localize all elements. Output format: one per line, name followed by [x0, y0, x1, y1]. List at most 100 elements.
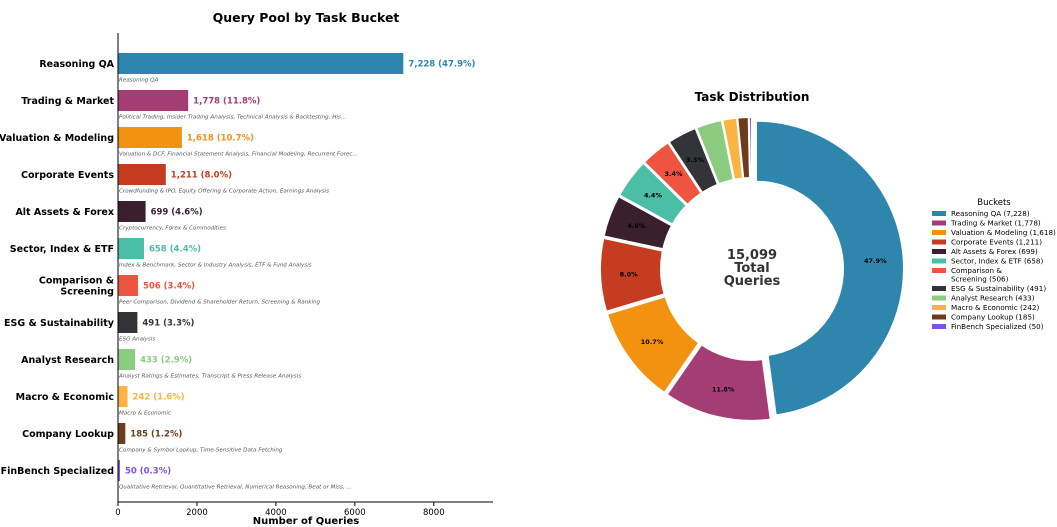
bar-subtitle: Political Trading, Insider Trading Analy…	[119, 115, 346, 121]
legend-label: Sector, Index & ETF (658)	[951, 257, 1044, 266]
legend-label: Corporate Events (1,211)	[951, 238, 1042, 247]
category-label: Reasoning QA	[39, 59, 114, 70]
legend-swatch	[932, 249, 946, 254]
value-label: 658 (4.4%)	[149, 245, 201, 255]
legend-item: FinBench Specialized (50)	[932, 322, 1044, 331]
legend-item: Company Lookup (185)	[932, 313, 1035, 322]
bar-row: Comparison &Screening 506 (3.4%) Peer Comp…	[39, 275, 321, 306]
bar	[118, 386, 128, 407]
donut-slice	[747, 115, 753, 180]
category-label: Screening	[60, 287, 114, 298]
x-tick-label: 6000	[344, 508, 366, 518]
x-tick-label: 4000	[265, 508, 287, 518]
legend: Buckets Reasoning QA (7,228)Trading & Ma…	[932, 198, 1056, 331]
category-label: Analyst Research	[21, 355, 114, 366]
bar	[118, 90, 189, 111]
donut-slice	[605, 295, 701, 395]
bar-marks: Reasoning QA 7,228 (47.9%) Reasoning QA Tra…	[0, 53, 476, 491]
bar-subtitle: Company & Symbol Lookup, Time-Sensitive …	[119, 448, 283, 454]
legend-item: ESG & Sustainability (491)	[932, 284, 1046, 293]
bar	[118, 349, 136, 370]
donut-slice-group: 10.7%	[605, 295, 701, 395]
slice-label: 4.6%	[627, 222, 646, 230]
bar-row: Valuation & Modeling 1,618 (10.7%) Valuati…	[0, 127, 358, 158]
value-label: 699 (4.6%)	[151, 208, 203, 218]
bar-row: ESG & Sustainability 491 (3.3%) ESG Analys…	[4, 312, 195, 343]
bar-row: Macro & Economic 242 (1.6%) Macro & Econom…	[16, 386, 185, 417]
slice-label: 4.4%	[644, 192, 663, 200]
bar-row: Corporate Events 1,211 (8.0%) Crowdfunding…	[21, 164, 329, 195]
slice-label: 3.3%	[686, 156, 705, 164]
legend-swatch	[932, 211, 946, 216]
donut-slice	[599, 236, 666, 313]
donut-slice	[602, 194, 674, 251]
category-label: Macro & Economic	[16, 392, 114, 403]
legend-swatch	[932, 305, 946, 310]
donut-slice-group: 8.0%	[599, 236, 666, 313]
legend-swatch	[932, 295, 946, 301]
x-ticks: 0 2000 4000 6000 8000	[115, 502, 445, 518]
legend-item: Comparison &Screening (506)	[932, 266, 1009, 284]
legend-label: Comparison &	[951, 266, 1002, 275]
legend-item: Reasoning QA (7,228)	[932, 209, 1030, 218]
legend-item: Sector, Index & ETF (658)	[932, 257, 1044, 266]
category-label: Trading & Market	[21, 96, 114, 107]
bar-row: Reasoning QA 7,228 (47.9%) Reasoning QA	[39, 53, 476, 84]
value-label: 1,618 (10.7%)	[187, 134, 254, 144]
bar-subtitle: Valuation & DCF, Financial Statement Ana…	[119, 152, 358, 158]
legend-label: Trading & Market (1,778)	[950, 219, 1041, 228]
bar	[118, 460, 120, 481]
bar-subtitle: Peer Comparison, Dividend & Shareholder …	[119, 300, 321, 306]
bar-row: Trading & Market 1,778 (11.8%) Political T…	[21, 90, 346, 121]
value-label: 491 (3.3%)	[142, 319, 194, 329]
bar-subtitle: Reasoning QA	[119, 78, 158, 84]
bar	[118, 127, 182, 148]
donut-slice-group: 4.6%	[602, 194, 674, 251]
category-label: Comparison &	[39, 276, 114, 287]
legend-swatch	[932, 324, 946, 329]
slice-label: 3.4%	[665, 170, 684, 178]
bar-subtitle: Macro & Economic	[119, 411, 171, 417]
bar	[118, 423, 126, 444]
donut-center-label: 15,099 Total Queries	[724, 248, 781, 289]
donut-slice	[754, 119, 905, 417]
x-tick-label: 2000	[186, 508, 208, 518]
value-label: 50 (0.3%)	[125, 467, 171, 477]
donut-chart-title: Task Distribution	[695, 90, 810, 104]
legend-item: Trading & Market (1,778)	[932, 219, 1041, 228]
value-label: 1,211 (8.0%)	[171, 171, 232, 181]
legend-label: Company Lookup (185)	[951, 313, 1035, 322]
bar-row: Company Lookup 185 (1.2%) Company & Symbol…	[22, 423, 283, 454]
bar-subtitle: Qualitative Retrieval, Quantitative Retr…	[119, 485, 352, 491]
legend-title: Buckets	[977, 198, 1011, 208]
bar-subtitle: ESG Analysis	[119, 337, 155, 343]
legend-item: Valuation & Modeling (1,618)	[932, 228, 1056, 237]
bar	[118, 53, 404, 74]
legend-label: ESG & Sustainability (491)	[951, 284, 1046, 293]
bar-subtitle: Index & Benchmark, Sector & Industry Ana…	[119, 263, 312, 269]
x-tick-label: 0	[115, 508, 120, 518]
x-axis: 0 2000 4000 6000 8000 Number of Queries	[115, 33, 493, 527]
value-label: 242 (1.6%)	[133, 393, 185, 403]
bar-row: Sector, Index & ETF 658 (4.4%) Index & Ben…	[10, 238, 312, 269]
category-label: FinBench Specialized	[1, 466, 114, 477]
donut-slices: 47.9% 11.8% 10.7% 8.0% 4.6% 4.4% 3.4%3.3%	[599, 115, 905, 422]
donut-slice-group: 11.8%	[665, 343, 772, 422]
slice-label: 47.9%	[864, 257, 887, 265]
donut-slice	[665, 343, 772, 422]
value-label: 7,228 (47.9%)	[408, 60, 475, 70]
legend-swatch	[932, 230, 946, 235]
value-label: 433 (2.9%)	[140, 356, 192, 366]
legend-item: Alt Assets & Forex (699)	[932, 247, 1038, 256]
category-label: Valuation & Modeling	[0, 133, 114, 144]
legend-label: Analyst Research (433)	[951, 294, 1035, 303]
category-label: Alt Assets & Forex	[15, 207, 114, 218]
bar	[118, 312, 138, 333]
bar	[118, 201, 146, 222]
legend-swatch	[932, 314, 946, 320]
legend-swatch	[932, 286, 946, 291]
legend-swatch	[932, 220, 946, 226]
category-label: ESG & Sustainability	[4, 318, 115, 329]
x-axis-label: Number of Queries	[253, 516, 360, 527]
